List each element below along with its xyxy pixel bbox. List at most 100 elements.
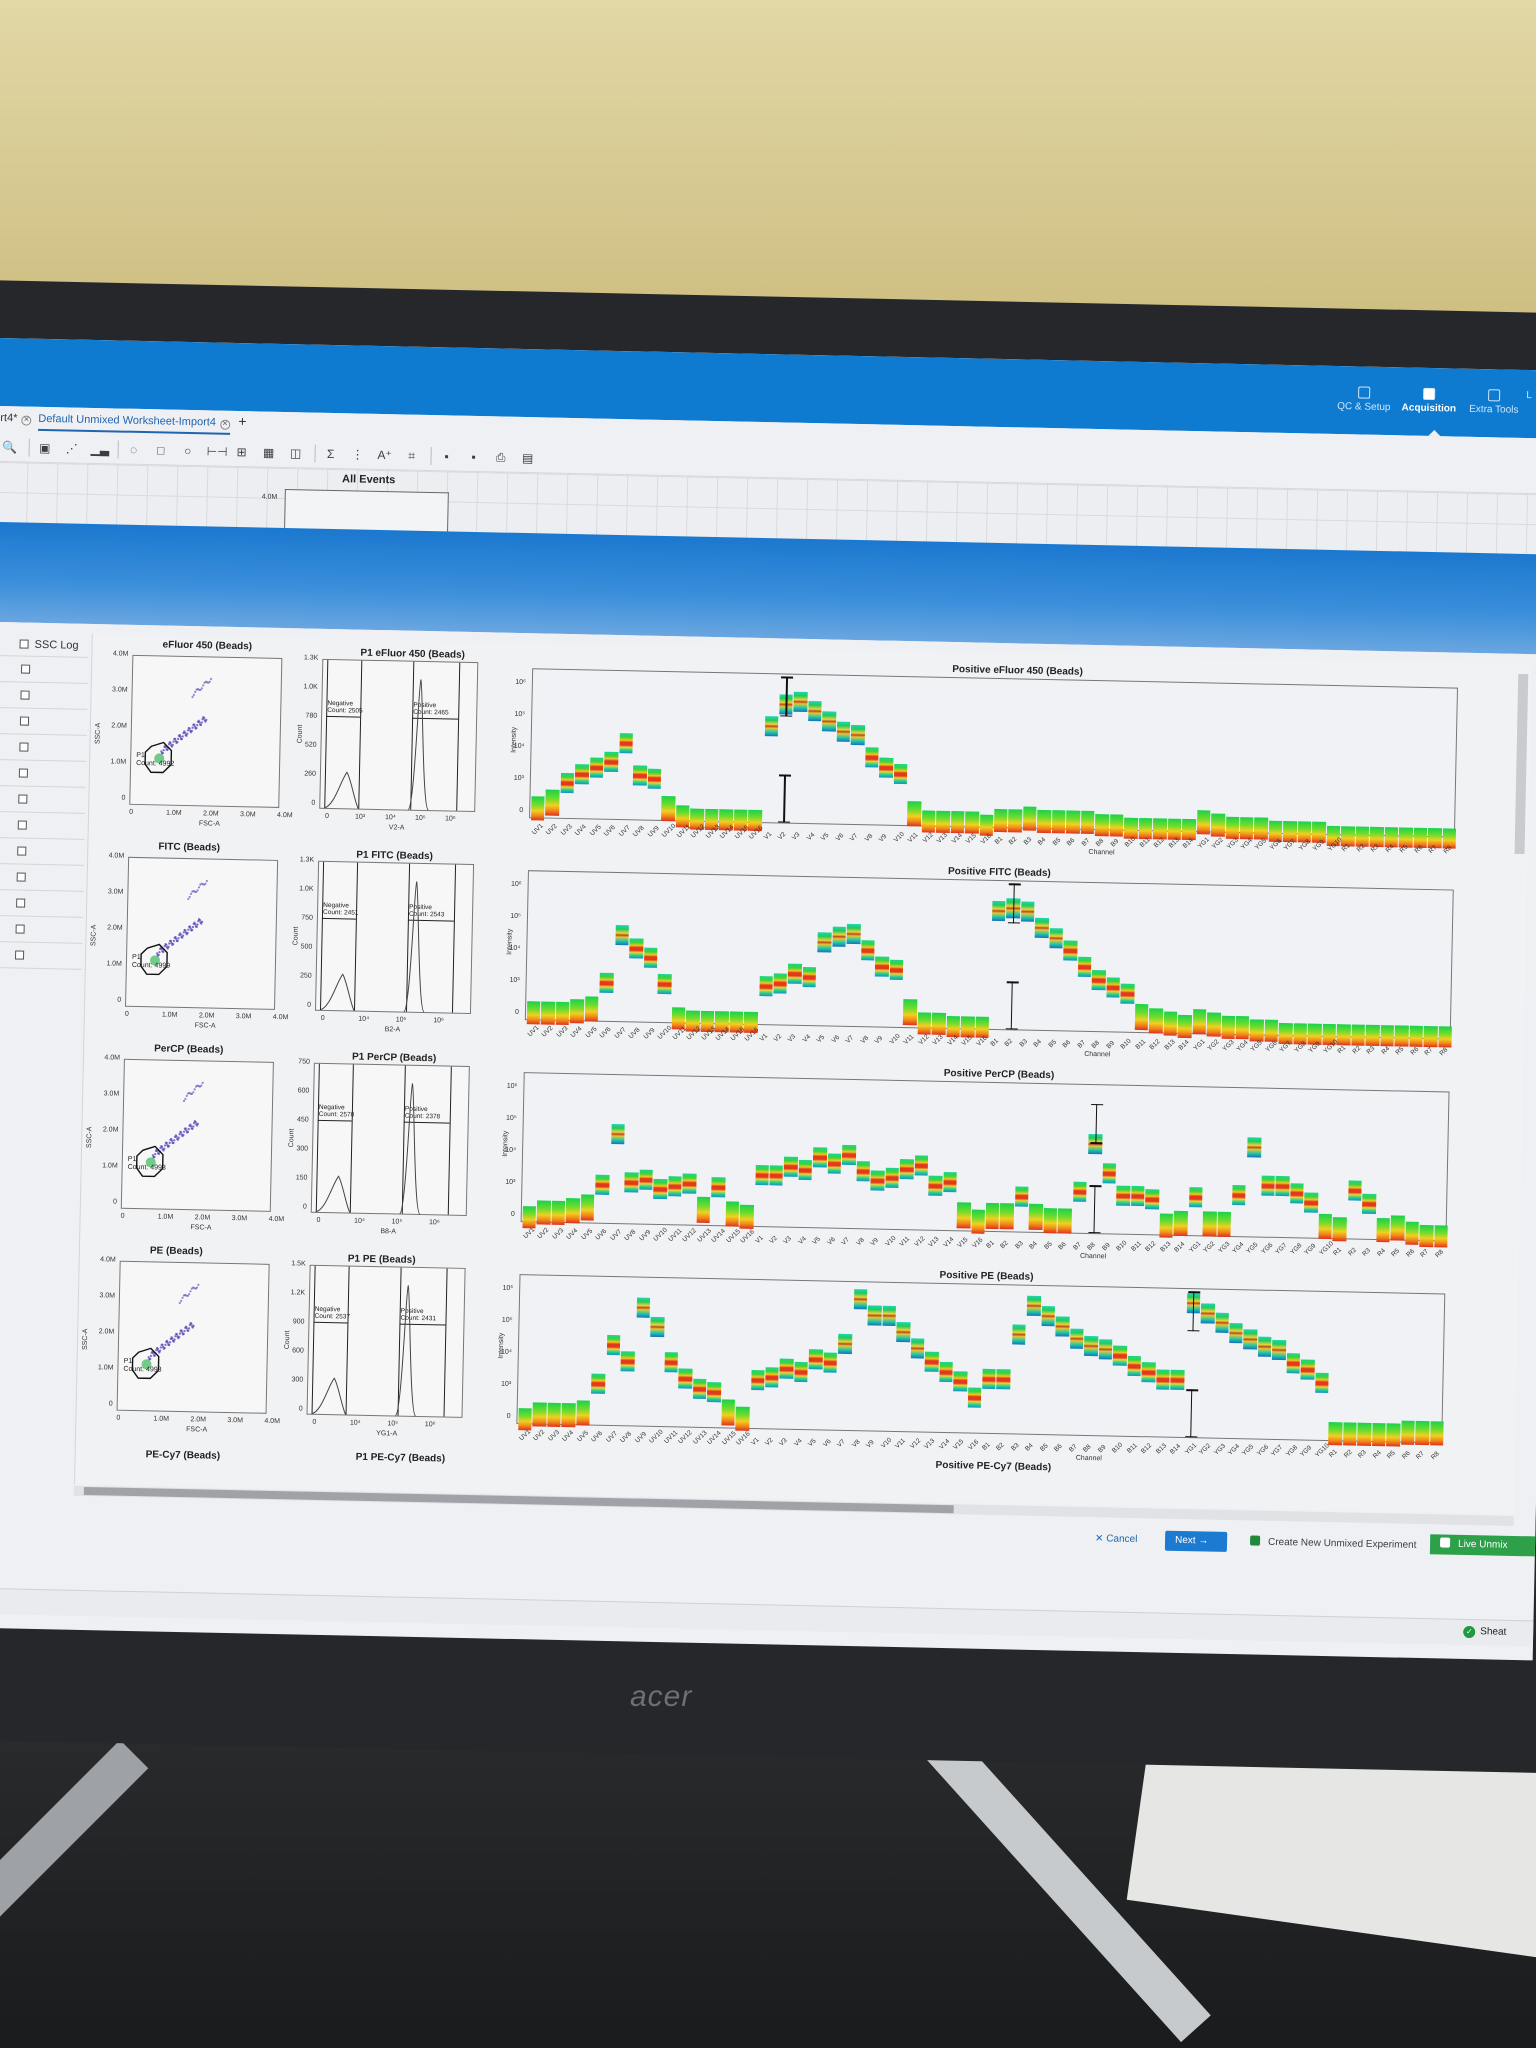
ssc-log-checkbox[interactable] — [17, 820, 27, 830]
ssc-log-header[interactable]: SSC Log — [0, 631, 89, 658]
interval-gate-icon[interactable]: ⊢⊣ — [206, 444, 228, 459]
histogram-icon[interactable]: ▁▃ — [90, 441, 110, 457]
cancel-button[interactable]: ✕ Cancel — [1094, 1533, 1138, 1546]
spectrum-bar — [1239, 817, 1254, 840]
fsc-ssc-scatter-plot[interactable]: P1 Count: 4999 — [125, 856, 279, 1010]
ssc-log-checkbox[interactable] — [18, 768, 28, 778]
channel-axis-label: Channel — [1075, 1454, 1102, 1463]
table-icon[interactable]: ⌗ — [408, 448, 416, 463]
spectrum-bar — [917, 1012, 932, 1035]
all-events-plot[interactable] — [284, 488, 449, 533]
ssc-log-checkbox[interactable] — [14, 950, 25, 960]
statistics-icon[interactable]: Σ — [326, 446, 335, 462]
histogram-plot[interactable]: Negative Count: 2537 Positive Count: 2431 — [306, 1264, 466, 1418]
fsc-ssc-scatter-plot[interactable]: P1 Count: 4993 — [116, 1260, 270, 1414]
hist-ytick: 780 — [305, 712, 318, 720]
create-unmixed-experiment-button[interactable]: Create New Unmixed Experiment — [1249, 1535, 1417, 1551]
nav-more[interactable]: L — [1526, 389, 1533, 402]
channel-label: V9 — [877, 832, 889, 844]
ssc-log-checkbox[interactable] — [18, 794, 28, 804]
pdf-icon[interactable]: ▤ — [521, 450, 534, 466]
channel-label: R2 — [1342, 1448, 1354, 1460]
spectrum-plot[interactable] — [520, 1072, 1450, 1248]
ssc-log-checkbox[interactable] — [16, 872, 26, 882]
hierarchy-icon[interactable]: ⋮ — [351, 447, 364, 462]
ssc-log-checkbox[interactable] — [20, 664, 31, 674]
channel-label: UV10 — [652, 1226, 670, 1243]
dot-plot-icon[interactable]: ▣ — [38, 440, 51, 456]
histogram-plot[interactable]: Negative Count: 2451 Positive Count: 2543 — [314, 860, 475, 1015]
ssc-log-checkbox[interactable] — [16, 898, 26, 908]
fsc-ssc-scatter-plot[interactable]: P1 Count: 4993 — [120, 1058, 274, 1212]
scatter-ytick: 0 — [112, 1198, 118, 1206]
nav-acquisition[interactable]: Acquisition — [1394, 387, 1465, 415]
ssc-log-checkbox[interactable] — [20, 690, 30, 700]
channel-label: B12 — [1144, 1240, 1158, 1254]
tab-previous[interactable]: rt4* ✕ — [0, 412, 32, 426]
save-icon[interactable]: ▪ — [444, 449, 449, 464]
spectrum-bar — [589, 757, 604, 778]
channel-label: UV11 — [662, 1429, 679, 1446]
spectrum-bar — [551, 1200, 566, 1225]
channel-label: YG1 — [1183, 1442, 1198, 1457]
channel-label: UV7 — [604, 1430, 619, 1444]
channel-label: V2 — [768, 1234, 779, 1246]
channel-label: V15 — [964, 832, 978, 846]
histogram-plot[interactable]: Negative Count: 2505 Positive Count: 2465 — [319, 658, 479, 813]
channel-axis-label: Channel — [1084, 1050, 1111, 1059]
spectrum-bar — [813, 1147, 828, 1168]
spectrum-bar — [611, 1123, 625, 1145]
spectrum-bar — [1037, 809, 1052, 834]
channel-label: YG3 — [1220, 1038, 1236, 1053]
spectrum-bar — [1055, 1315, 1070, 1337]
ssc-log-checkbox[interactable] — [15, 924, 25, 934]
nav-qc-setup[interactable]: QC & Setup — [1329, 386, 1400, 413]
close-tab-icon[interactable]: ✕ — [21, 415, 32, 426]
spectrum-bar — [1145, 1189, 1160, 1210]
arrow-right-icon: → — [1195, 1535, 1209, 1547]
spectrum-bar — [541, 1001, 556, 1025]
histogram-plot[interactable]: Negative Count: 2570 Positive Count: 2378 — [310, 1062, 470, 1216]
ellipse-gate-icon[interactable]: ○ — [183, 443, 192, 459]
close-tab-icon[interactable]: ✕ — [219, 419, 231, 430]
channel-label: V15 — [952, 1438, 966, 1452]
spectrum-bar — [893, 764, 908, 785]
ssc-log-checkbox[interactable] — [19, 639, 29, 649]
spectrum-bar — [696, 1197, 711, 1224]
spectrum-bar — [518, 1408, 533, 1431]
grid-gate-icon[interactable]: ▦ — [262, 445, 275, 460]
save-as-icon[interactable]: ▪ — [471, 449, 476, 464]
plot-row: FITC (Beads) P1 Count: 4999 4.0M 3.0M 2.0M 1.0… — [84, 836, 1527, 1068]
hist-xtick: 10⁴ — [354, 1217, 365, 1225]
zoom-icon[interactable]: 🔍 — [2, 440, 18, 455]
spectrum-bar — [1357, 1422, 1372, 1446]
channel-axis-label: Channel — [1079, 1252, 1107, 1261]
ssc-log-checkbox[interactable] — [19, 716, 30, 726]
channel-label: V13 — [927, 1235, 941, 1249]
add-tab-button[interactable]: + — [238, 413, 247, 430]
scatter-xtick: 0 — [129, 808, 134, 816]
ssc-log-checkbox[interactable] — [17, 846, 27, 856]
check-icon: ✓ — [1463, 1625, 1476, 1639]
quadrant-gate-icon[interactable]: ⊞ — [236, 444, 247, 460]
live-unmix-button[interactable]: Live Unmix — [1429, 1534, 1536, 1557]
font-size-icon[interactable]: A⁺ — [377, 447, 392, 463]
split-gate-icon[interactable]: ◫ — [289, 446, 302, 461]
channel-label: B10 — [1119, 1037, 1133, 1051]
hist-ytick: 250 — [299, 972, 312, 980]
rectangle-gate-icon[interactable]: □ — [156, 443, 165, 458]
polygon-gate-icon[interactable]: ◌ — [129, 442, 138, 457]
spectrum-bar — [1069, 1329, 1084, 1350]
print-icon[interactable]: ⎙ — [495, 450, 506, 465]
next-button[interactable]: Next → — [1164, 1530, 1228, 1552]
fsc-ssc-scatter-plot[interactable]: P1 Count: 4992 — [129, 654, 283, 808]
spectrum-plot[interactable] — [516, 1274, 1446, 1447]
ssc-log-checkbox[interactable] — [19, 742, 29, 752]
spectrum-plot[interactable] — [529, 668, 1458, 849]
spectrum-bar — [794, 1361, 809, 1382]
density-plot-icon[interactable]: ⋰ — [65, 441, 78, 456]
spectrum-plot[interactable] — [524, 870, 1454, 1048]
tab-unmixed-worksheet[interactable]: Default Unmixed Worksheet-Import4 ✕ — [38, 412, 231, 435]
spectrum-bar — [1012, 1324, 1026, 1345]
spectrum-bar — [1095, 814, 1110, 837]
